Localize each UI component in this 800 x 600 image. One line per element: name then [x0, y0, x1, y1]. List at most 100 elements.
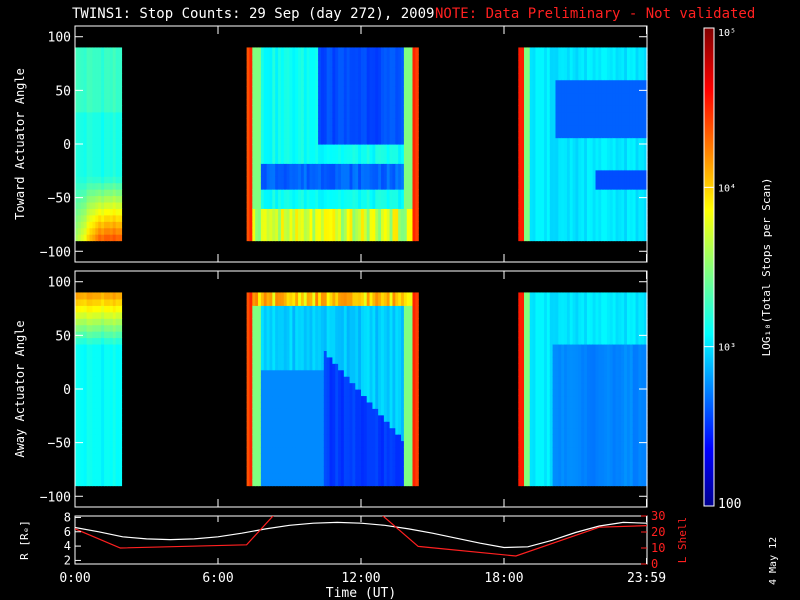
- heatmap-cell: [298, 434, 302, 442]
- heatmap-cell: [355, 105, 359, 113]
- heatmap-cell: [546, 195, 551, 203]
- heatmap-cell: [269, 201, 273, 209]
- heatmap-cell: [295, 163, 299, 171]
- heatmap-cell: [318, 440, 322, 448]
- heatmap-cell: [629, 195, 634, 203]
- heatmap-cell: [604, 47, 608, 55]
- heatmap-cell: [252, 459, 256, 467]
- heatmap-cell: [77, 189, 82, 197]
- heatmap-cell: [541, 66, 545, 74]
- heatmap-cell: [606, 156, 611, 164]
- heatmap-cell: [104, 369, 108, 377]
- heatmap-cell: [644, 189, 648, 197]
- heatmap-cell: [532, 221, 537, 229]
- heatmap-cell: [306, 389, 311, 397]
- heatmap-cell: [575, 124, 579, 132]
- heatmap-cell: [315, 105, 319, 113]
- heatmap-cell: [83, 421, 88, 429]
- heatmap-cell: [340, 156, 345, 164]
- heatmap-cell: [555, 214, 559, 222]
- heatmap-cell: [112, 466, 117, 474]
- heatmap-cell: [564, 66, 568, 74]
- heatmap-cell: [320, 343, 325, 351]
- heatmap-cell: [535, 195, 539, 203]
- heatmap-cell: [266, 163, 271, 171]
- heatmap-cell: [298, 408, 302, 416]
- heatmap-cell: [323, 414, 328, 422]
- heatmap-cell: [584, 189, 588, 197]
- heatmap-cell: [260, 446, 265, 454]
- heatmap-cell: [312, 459, 316, 467]
- heatmap-cell: [95, 427, 99, 435]
- heatmap-cell: [101, 343, 105, 351]
- heatmap-cell: [260, 118, 265, 126]
- heatmap-cell: [109, 459, 114, 467]
- heatmap-cell: [624, 79, 628, 87]
- heatmap-cell: [258, 408, 262, 416]
- heatmap-cell: [320, 318, 325, 326]
- heatmap-cell: [303, 376, 308, 384]
- heatmap-cell: [615, 131, 619, 139]
- heatmap-cell: [535, 47, 539, 55]
- heatmap-cell: [329, 53, 333, 61]
- heatmap-cell: [77, 318, 82, 326]
- heatmap-cell: [246, 395, 251, 403]
- heatmap-cell: [266, 331, 271, 339]
- heatmap-cell: [109, 298, 114, 306]
- heatmap-cell: [292, 395, 296, 403]
- heatmap-cell: [566, 137, 571, 145]
- heatmap-cell: [558, 53, 562, 61]
- heatmap-cell: [546, 60, 551, 68]
- heatmap-cell: [300, 234, 305, 242]
- heatmap-cell: [372, 169, 376, 177]
- heatmap-cell: [318, 47, 322, 55]
- heatmap-cell: [300, 195, 305, 203]
- heatmap-cell: [609, 221, 614, 229]
- heatmap-cell: [558, 208, 562, 216]
- heatmap-cell: [252, 195, 256, 203]
- heatmap-cell: [323, 60, 328, 68]
- heatmap-cell: [518, 98, 522, 106]
- heatmap-cell: [609, 124, 614, 132]
- heatmap-cell: [406, 47, 411, 55]
- heatmap-cell: [529, 79, 534, 87]
- heatmap-cell: [280, 189, 285, 197]
- heatmap-cell: [612, 221, 617, 229]
- heatmap-cell: [326, 163, 331, 171]
- heatmap-cell: [252, 453, 256, 461]
- heatmap-cell: [549, 73, 554, 81]
- heatmap-cell: [615, 195, 619, 203]
- heatmap-cell: [86, 182, 91, 190]
- heatmap-cell: [398, 227, 402, 235]
- heatmap-cell: [401, 53, 405, 61]
- heatmap-cell: [358, 201, 362, 209]
- heatmap-cell: [569, 47, 574, 55]
- heatmap-cell: [346, 169, 351, 177]
- heatmap-cell: [292, 98, 296, 106]
- heatmap-cell: [378, 214, 382, 222]
- heatmap-cell: [269, 195, 273, 203]
- heatmap-cell: [118, 395, 123, 403]
- heatmap-cell: [381, 214, 385, 222]
- heatmap-cell: [581, 131, 585, 139]
- heatmap-cell: [320, 227, 325, 235]
- heatmap-cell: [415, 137, 419, 145]
- heatmap-cell: [77, 440, 82, 448]
- heatmap-cell: [286, 453, 291, 461]
- heatmap-cell: [581, 137, 585, 145]
- heatmap-cell: [381, 131, 385, 139]
- heatmap-cell: [249, 150, 253, 158]
- heatmap-cell: [83, 169, 88, 177]
- heatmap-cell: [538, 79, 542, 87]
- heatmap-cell: [280, 427, 285, 435]
- heatmap-cell: [104, 195, 108, 203]
- heatmap-cell: [398, 150, 402, 158]
- heatmap-cell: [338, 221, 342, 229]
- heatmap-cell: [564, 169, 568, 177]
- heatmap-cell: [524, 150, 528, 158]
- heatmap-cell: [278, 73, 282, 81]
- heatmap-cell: [295, 356, 299, 364]
- heatmap-cell: [401, 163, 405, 171]
- heatmap-cell: [300, 331, 305, 339]
- heatmap-cell: [326, 189, 331, 197]
